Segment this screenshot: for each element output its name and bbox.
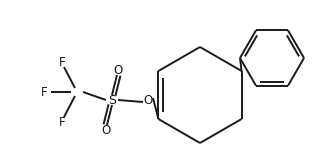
Text: S: S xyxy=(108,94,116,107)
Text: F: F xyxy=(41,86,47,98)
Text: F: F xyxy=(59,116,65,129)
Text: F: F xyxy=(59,55,65,69)
Text: O: O xyxy=(144,94,153,107)
Text: O: O xyxy=(113,64,122,76)
Text: O: O xyxy=(101,123,110,136)
